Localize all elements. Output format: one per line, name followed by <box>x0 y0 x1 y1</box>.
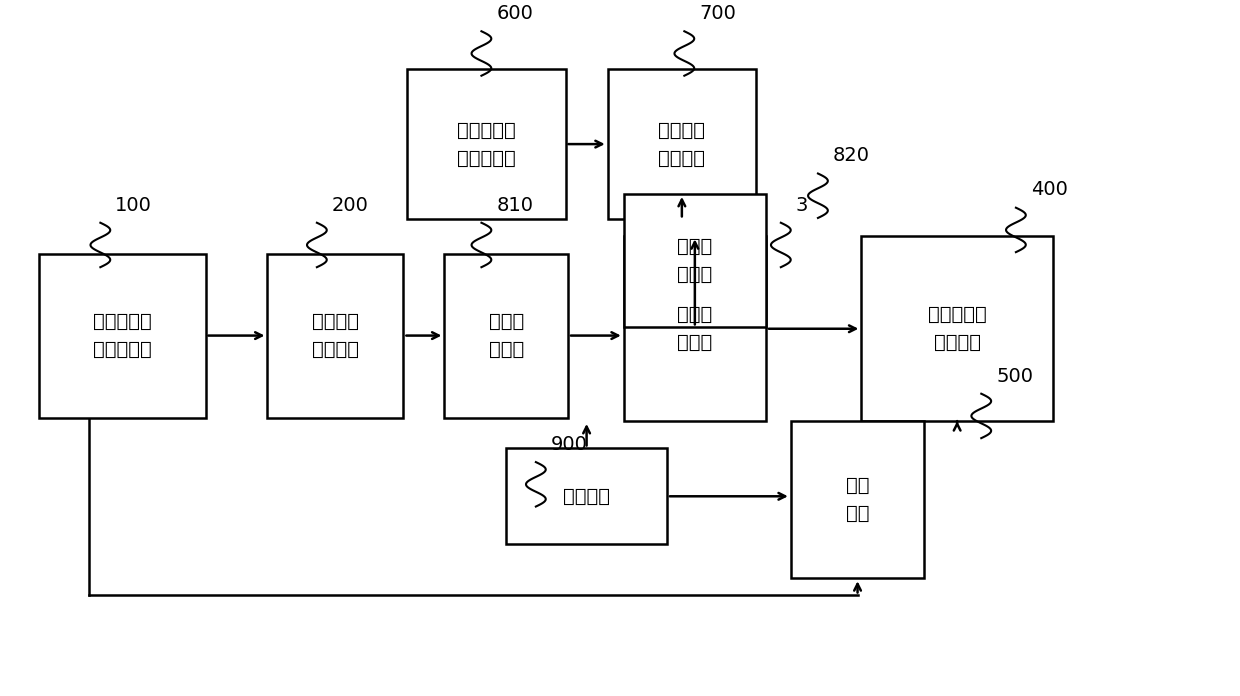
Bar <box>624 194 766 327</box>
Bar <box>608 69 756 219</box>
Text: 900: 900 <box>551 435 588 454</box>
Text: 600: 600 <box>496 4 533 23</box>
Bar <box>506 448 667 544</box>
Bar <box>862 237 1053 421</box>
Text: 820: 820 <box>833 146 869 165</box>
Bar <box>791 421 924 578</box>
Text: 100: 100 <box>115 196 153 214</box>
Bar <box>268 253 403 418</box>
Text: 第一功率
驱动单元: 第一功率 驱动单元 <box>312 312 358 359</box>
Bar <box>407 69 565 219</box>
Text: 400: 400 <box>1030 180 1068 200</box>
Text: 200: 200 <box>332 196 368 214</box>
Text: 第一定子电
压控制单元: 第一定子电 压控制单元 <box>93 312 151 359</box>
Bar <box>444 253 568 418</box>
Bar <box>624 237 766 421</box>
Text: 记录
仪器: 记录 仪器 <box>846 476 869 523</box>
Bar <box>38 253 206 418</box>
Text: 调试转子位
置传感器: 调试转子位 置传感器 <box>928 306 987 352</box>
Text: 第二定子电
压控制单元: 第二定子电 压控制单元 <box>458 120 516 168</box>
Text: 500: 500 <box>996 367 1033 386</box>
Text: 810: 810 <box>496 196 533 214</box>
Text: 700: 700 <box>699 4 737 23</box>
Text: 3: 3 <box>796 196 808 214</box>
Text: 第二功率
驱动单元: 第二功率 驱动单元 <box>658 120 706 168</box>
Text: 测温装置: 测温装置 <box>563 487 610 506</box>
Text: 永磁同
步电机: 永磁同 步电机 <box>677 306 713 352</box>
Text: 第一切
换开关: 第一切 换开关 <box>489 312 523 359</box>
Text: 第二切
换开关: 第二切 换开关 <box>677 237 713 284</box>
